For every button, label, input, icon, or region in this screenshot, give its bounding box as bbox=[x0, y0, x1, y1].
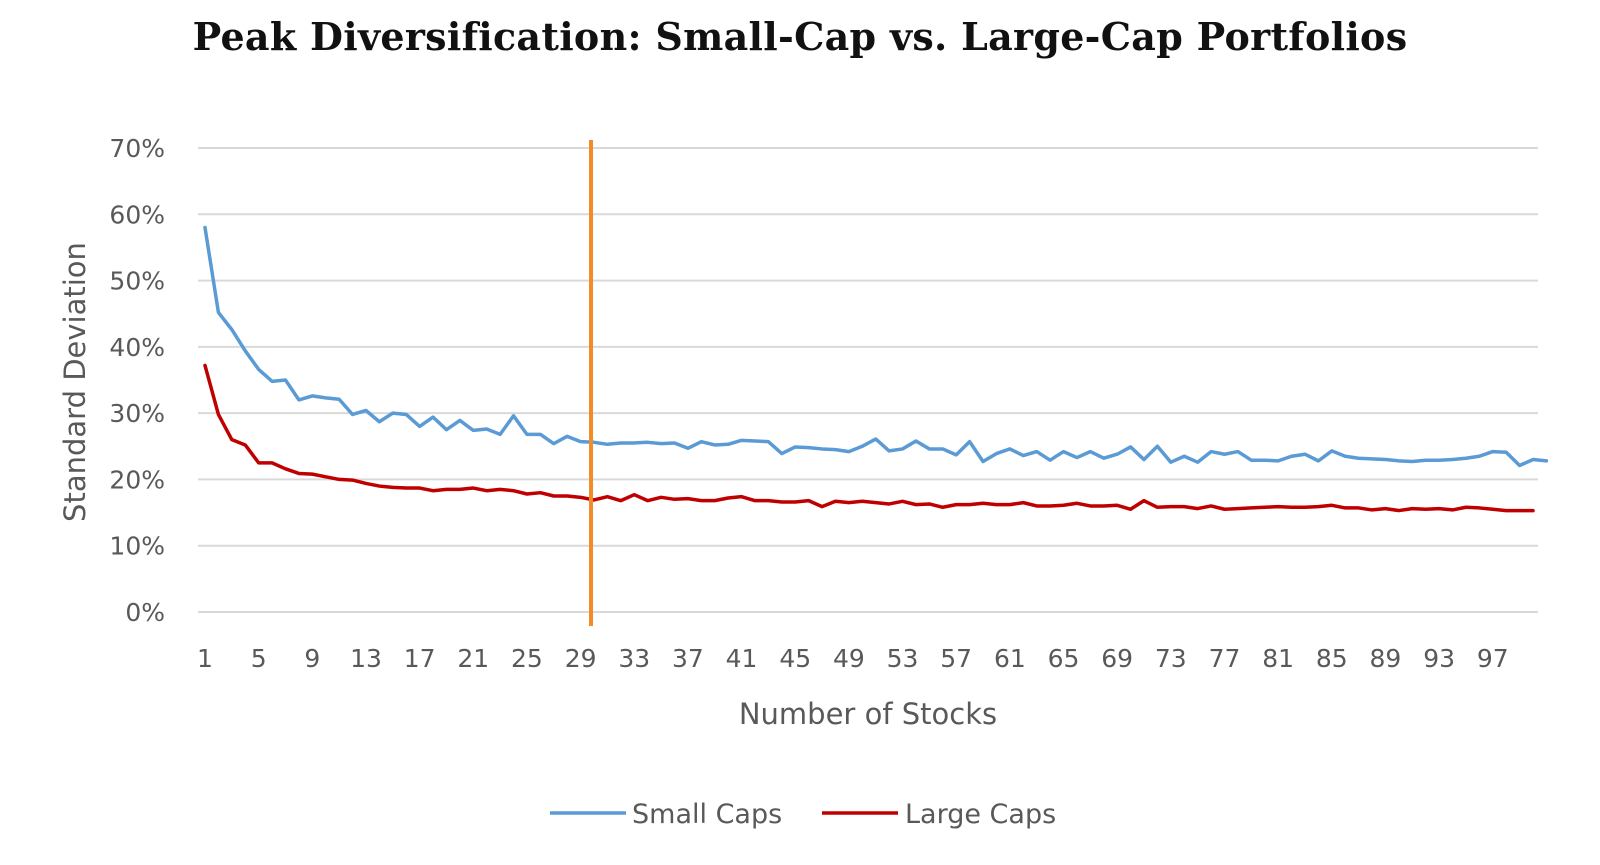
x-tick-label: 77 bbox=[1209, 644, 1241, 673]
x-tick-label: 81 bbox=[1262, 644, 1294, 673]
x-tick-label: 9 bbox=[304, 644, 320, 673]
y-tick-label: 50% bbox=[109, 267, 165, 296]
x-tick-label: 57 bbox=[940, 644, 972, 673]
y-axis-ticks: 0% 10% 20% 30% 40% 50% 60% 70% bbox=[109, 134, 165, 627]
x-tick-label: 5 bbox=[251, 644, 267, 673]
x-tick-label: 61 bbox=[994, 644, 1026, 673]
x-tick-label: 73 bbox=[1155, 644, 1187, 673]
x-tick-label: 37 bbox=[672, 644, 704, 673]
x-tick-label: 53 bbox=[887, 644, 919, 673]
x-tick-label: 89 bbox=[1370, 644, 1402, 673]
x-tick-label: 49 bbox=[833, 644, 865, 673]
x-tick-label: 25 bbox=[511, 644, 543, 673]
x-tick-label: 41 bbox=[726, 644, 758, 673]
x-tick-label: 29 bbox=[565, 644, 597, 673]
legend-label-small-caps: Small Caps bbox=[632, 799, 782, 830]
series-layer bbox=[203, 225, 1549, 513]
gridlines bbox=[198, 147, 1538, 613]
y-tick-label: 40% bbox=[109, 333, 165, 362]
legend: Small Caps Large Caps bbox=[550, 799, 1056, 830]
x-tick-label: 93 bbox=[1423, 644, 1455, 673]
series-line-small-caps bbox=[203, 225, 1549, 468]
x-tick-label: 17 bbox=[404, 644, 436, 673]
x-tick-label: 1 bbox=[197, 644, 213, 673]
y-tick-label: 20% bbox=[109, 465, 165, 494]
x-tick-label: 21 bbox=[457, 644, 489, 673]
y-axis-title: Standard Deviation bbox=[58, 242, 92, 522]
x-tick-label: 13 bbox=[350, 644, 382, 673]
y-tick-label: 70% bbox=[109, 134, 165, 163]
x-tick-label: 97 bbox=[1477, 644, 1509, 673]
series-line-large-caps bbox=[203, 363, 1535, 513]
y-tick-label: 0% bbox=[125, 598, 165, 627]
y-tick-label: 30% bbox=[109, 399, 165, 428]
y-tick-label: 60% bbox=[109, 200, 165, 229]
y-tick-label: 10% bbox=[109, 532, 165, 561]
x-tick-label: 69 bbox=[1101, 644, 1133, 673]
legend-label-large-caps: Large Caps bbox=[905, 799, 1056, 830]
x-tick-label: 33 bbox=[618, 644, 650, 673]
x-tick-label: 85 bbox=[1316, 644, 1348, 673]
x-tick-label: 65 bbox=[1048, 644, 1080, 673]
chart-title: Peak Diversification: Small-Cap vs. Larg… bbox=[192, 14, 1408, 59]
x-axis-title: Number of Stocks bbox=[739, 697, 997, 731]
x-tick-label: 45 bbox=[779, 644, 811, 673]
x-axis-ticks: 1 5 9 13 17 21 25 29 33 37 41 45 49 53 57 61 65 69 73 77 81 8… bbox=[197, 644, 1509, 673]
